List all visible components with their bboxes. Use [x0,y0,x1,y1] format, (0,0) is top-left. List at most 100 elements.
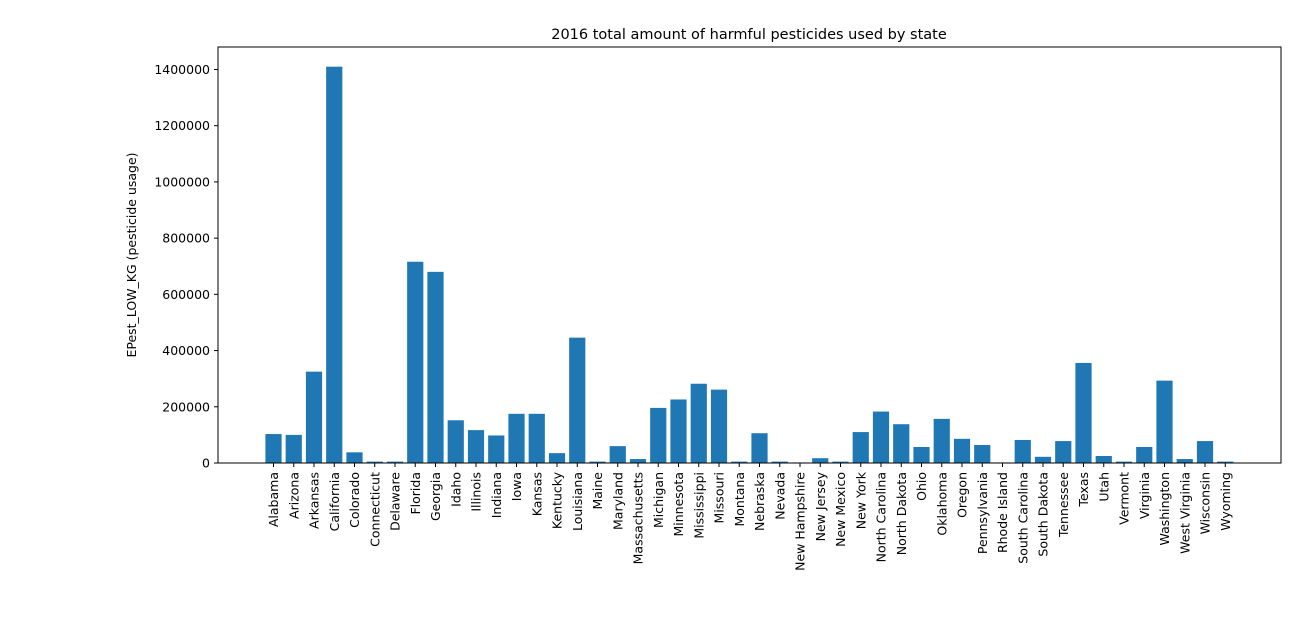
bar-new-mexico [832,461,849,463]
bar-tennessee [1055,441,1072,463]
x-tick-label: Alabama [266,472,281,527]
bar-nevada [771,461,788,463]
x-tick-label: Oklahoma [934,472,949,536]
x-tick-label: Vermont [1117,472,1132,525]
x-tick-label: California [327,472,342,531]
x-tick-label: New Mexico [833,472,848,547]
bar-washington [1156,380,1173,463]
x-tick-label: South Carolina [1015,472,1030,564]
bar-kansas [528,413,545,463]
bar-wyoming [1217,461,1234,463]
bar-vermont [1115,461,1133,463]
x-tick-label: Wisconsin [1198,472,1213,534]
x-tick-label: Arizona [286,472,301,519]
x-axis-ticks: Alabama Arizona Arkansas California Colorado… [266,463,1233,571]
bar-georgia [427,271,444,463]
bar-california [326,66,343,464]
x-tick-label: Wyoming [1218,472,1233,531]
x-tick-label: Delaware [388,472,403,531]
x-tick-label: Utah [1096,472,1111,502]
x-tick-label: Pennsylvania [975,472,990,554]
bar-missouri [710,389,728,463]
bar-indiana [488,435,505,463]
bar-idaho [447,420,464,463]
x-tick-label: Mississippi [691,472,706,539]
chart-title: 2016 total amount of harmful pesticides … [551,27,947,43]
x-tick-label: New Hampshire [793,472,808,571]
x-tick-label: Texas [1076,472,1091,508]
bar-montana [731,461,748,463]
x-tick-label: Maine [590,472,605,510]
y-tick-label: 0 [202,456,210,471]
plot-frame [217,46,1282,464]
bar-north-dakota [893,424,910,463]
x-tick-label: Kansas [529,472,544,516]
y-tick-label: 200000 [162,399,210,414]
bar-kentucky [548,453,566,463]
bar-nebraska [751,433,768,463]
x-tick-label: Arkansas [307,472,322,529]
bar-texas [1075,362,1092,463]
bar-louisiana [569,337,586,463]
bar-minnesota [670,399,687,463]
bar-new-york [852,432,869,463]
bar-maryland [609,446,626,463]
bars-group [265,66,1234,464]
y-axis-label: EPest_LOW_KG (pesticide usage) [124,152,139,357]
x-tick-label: Iowa [509,472,524,501]
y-tick-label: 1200000 [154,118,210,133]
bar-oklahoma [933,418,950,463]
y-tick-label: 800000 [162,231,210,246]
bar-illinois [467,430,485,463]
x-tick-label: Kentucky [550,471,565,529]
x-tick-label: Colorado [347,472,362,528]
x-tick-label: North Dakota [894,472,909,555]
x-tick-label: Nevada [772,472,787,520]
x-tick-label: Florida [408,472,423,515]
bar-mississippi [690,383,707,463]
x-tick-label: Oregon [955,472,970,518]
x-tick-label: North Carolina [874,472,889,562]
x-tick-label: Connecticut [367,472,382,547]
x-tick-label: New York [853,471,868,529]
x-tick-label: Tennessee [1056,472,1071,538]
bar-iowa [508,413,525,463]
x-tick-label: South Dakota [1036,472,1051,557]
bar-alabama [265,434,282,463]
x-tick-label: Washington [1157,472,1172,545]
x-tick-label: Louisiana [570,472,585,531]
x-tick-label: Illinois [469,472,484,512]
x-tick-label: Michigan [651,472,666,528]
x-tick-label: Missouri [712,472,727,523]
bar-wisconsin [1196,441,1214,463]
x-tick-label: Idaho [448,472,463,507]
bar-south-carolina [1014,439,1031,463]
y-axis-ticks: 0 200000 400000 600000 800000 1000000 1200000 1… [154,62,218,471]
y-tick-label: 1000000 [154,174,210,189]
x-tick-label: Montana [732,472,747,527]
x-tick-label: Rhode Island [995,472,1010,553]
bar-south-dakota [1034,456,1052,463]
bar-massachusetts [629,459,647,463]
x-tick-label: West Virginia [1177,472,1192,554]
bar-west-virginia [1176,459,1193,463]
bar-arizona [285,434,302,463]
x-tick-label: Minnesota [671,472,686,537]
x-tick-label: Massachusetts [631,472,646,564]
bar-colorado [346,452,363,463]
x-tick-label: Maryland [610,472,625,530]
bar-virginia [1136,446,1153,463]
x-tick-label: Nebraska [752,472,767,531]
bar-maine [589,461,606,463]
bar-ohio [913,446,930,463]
y-tick-label: 400000 [162,343,210,358]
bar-new-jersey [812,458,829,463]
bar-north-carolina [872,411,890,463]
bar-pennsylvania [974,445,991,463]
bar-delaware [386,461,404,463]
bar-connecticut [366,461,383,463]
y-tick-label: 1400000 [154,62,210,77]
x-tick-label: Virginia [1137,472,1152,519]
y-tick-label: 600000 [162,287,210,302]
